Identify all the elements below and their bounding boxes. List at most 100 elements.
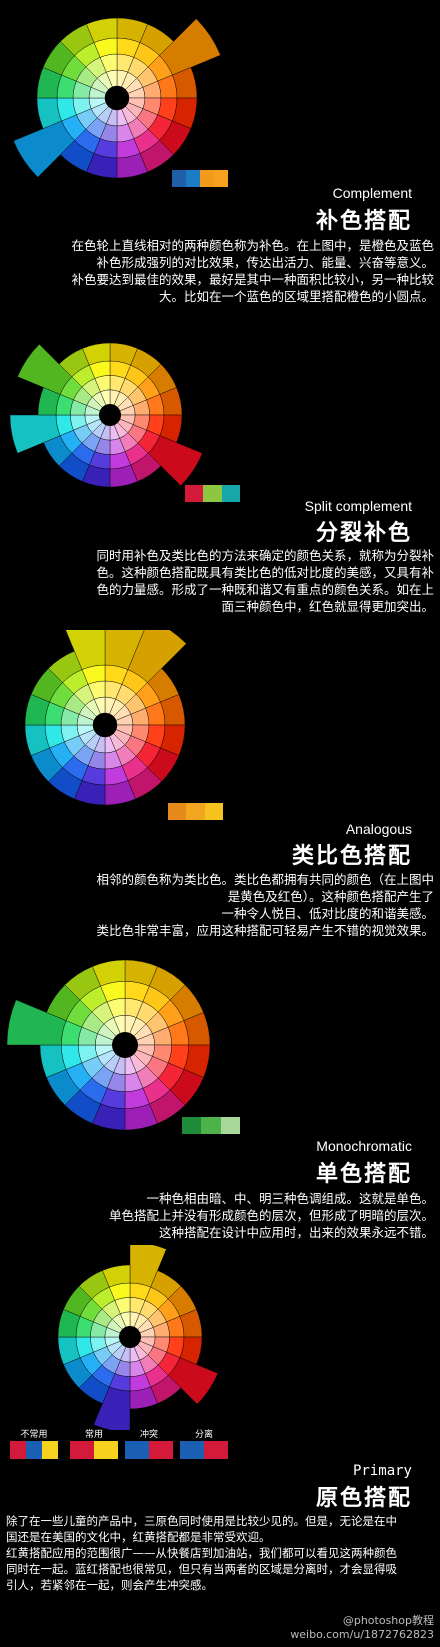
description-line: 相邻的颜色称为类比色。类比色都拥有共同的颜色（在上图中 — [96, 872, 434, 887]
color-wheel-primary — [57, 1245, 219, 1430]
wheel-segment — [13, 120, 75, 178]
description-line: 色的力量感。形成了一种既和谐又有重点的颜色关系。如在上 — [96, 582, 434, 597]
panel-label: Split complement — [304, 498, 412, 514]
legend-title: 不常用 — [20, 1430, 48, 1440]
color-wheel-analogous — [24, 630, 187, 806]
color-wheel-split — [9, 342, 203, 488]
description-line: 这种搭配在设计中应用时，出来的效果永远不错。 — [158, 1225, 434, 1240]
swatches-analogous — [168, 803, 223, 820]
legend-title: 分离 — [194, 1430, 213, 1440]
legend-boxes — [10, 1441, 58, 1459]
color-swatch — [186, 803, 205, 820]
wheel-segment — [159, 18, 221, 76]
panel-description: 同时用补色及类比色的方法来确定的颜色关系，就称为分裂补 色。这种颜色搭配既具有类比… — [6, 547, 434, 615]
swatches-mono — [182, 1117, 240, 1134]
legend-group: 不常用 — [10, 1427, 58, 1467]
wheel-segment — [92, 959, 126, 987]
legend-swatch — [204, 1441, 228, 1459]
wheel-center — [119, 1326, 141, 1348]
legend-swatch — [26, 1441, 42, 1459]
color-swatch — [203, 485, 222, 502]
description-line: 红黄搭配应用的范围很广——从快餐店到加油站，我们都可以看见这两种颜色 — [6, 1546, 397, 1560]
panel-label: Complement — [332, 185, 412, 201]
panel-analogous: Analogous 类比色搭配 相邻的颜色称为类比色。类比色都拥有共同的颜色（在… — [0, 625, 440, 945]
wheel-segment — [6, 999, 67, 1046]
panel-heading: 分裂补色 — [315, 521, 412, 546]
legend-boxes — [70, 1441, 118, 1459]
panel-label: Monochromatic — [316, 1138, 412, 1154]
legend-swatch — [94, 1441, 118, 1459]
panel-description: 在色轮上直线相对的两种颜色称为补色。在上图中，是橙色及蓝色补色形成强列的对比效果… — [6, 237, 434, 305]
watermark-handle: @photoshop教程 — [342, 1614, 434, 1627]
color-swatch — [168, 803, 187, 820]
wheel-segment — [104, 630, 145, 670]
legend-group: 常用 — [70, 1427, 118, 1467]
legend-swatch — [149, 1441, 173, 1459]
swatches-complement — [172, 170, 228, 187]
description-line: 在色轮上直线相对的两种颜色称为补色。在上图中，是橙色及蓝色 — [71, 238, 434, 253]
color-swatch — [186, 170, 200, 187]
legend-group: 分离 — [180, 1427, 228, 1467]
description-line: 除了在一些儿童的产品中，三原色同时使用是比较少见的。但是，无论是在中 — [6, 1514, 397, 1528]
panel-description: 一种色相由暗、中、明三种色调组成。这就是单色。单色搭配上并没有形成颜色的层次，但… — [6, 1190, 434, 1241]
panel-description: 相邻的颜色称为类比色。类比色都拥有共同的颜色（在上图中是黄色及红色）。这种颜色搭… — [6, 871, 434, 939]
description-line: 补色要达到最佳的效果，最好是其中一种面积比较小，另一种比较 — [71, 272, 434, 287]
legend-swatch — [10, 1441, 26, 1459]
color-swatch — [201, 1117, 221, 1134]
description-line: 同时用补色及类比色的方法来确定的颜色关系，就称为分裂补 — [96, 548, 434, 563]
wheel-center — [105, 86, 129, 110]
panel-complement: Complement 补色搭配 在色轮上直线相对的两种颜色称为补色。在上图中，是… — [0, 0, 440, 320]
wheel-segment — [127, 630, 187, 683]
panel-description: 除了在一些儿童的产品中，三原色同时使用是比较少见的。但是，无论是在中 国还是在美国… — [6, 1513, 434, 1593]
description-line: 补色形成强列的对比效果，传达出活力、能量、兴奋等意义。 — [96, 255, 434, 270]
wheel-center — [99, 404, 121, 426]
legend-boxes — [125, 1441, 173, 1459]
description-line: 引人，若紧邻在一起，则会产生冲突感。 — [6, 1578, 213, 1592]
description-line: 是黄色及红色）。这种颜色搭配产生了 — [227, 889, 434, 904]
wheel-center — [93, 713, 117, 737]
color-swatch — [182, 1117, 202, 1134]
description-line: 一种令人悦目、低对比度的和谐美感。 — [221, 906, 434, 921]
wheel-segment — [167, 1357, 219, 1405]
legend-swatch — [180, 1441, 204, 1459]
description-line: 面三种颜色中，红色就显得更加突出。 — [221, 599, 434, 614]
wheel-segment — [93, 1386, 131, 1430]
legend-boxes — [180, 1441, 228, 1459]
legend-title: 常用 — [84, 1430, 103, 1440]
description-line: 单色搭配上并没有形成颜色的层次，但形成了明暗的层次。 — [108, 1208, 434, 1223]
legend-swatch — [125, 1441, 149, 1459]
panel-heading: 单色搭配 — [315, 1162, 412, 1187]
description-line: 同时在一起。蓝红搭配也很常见，但只有当两者的区域是分离时，才会显得吸 — [6, 1562, 397, 1576]
legend-swatch — [42, 1441, 58, 1459]
wheel-segment — [102, 1264, 131, 1288]
wheel-segment — [9, 414, 61, 454]
description-line: 色。这种颜色搭配既具有类比色的低对比度的美感，又具有补 — [96, 565, 434, 580]
color-swatch — [204, 803, 223, 820]
wheel-segment — [129, 1245, 167, 1288]
color-swatch — [220, 1117, 240, 1134]
panel-heading: 类比色搭配 — [291, 844, 412, 869]
panel-label: Analogous — [345, 821, 412, 837]
panel-label: Primary — [352, 1463, 412, 1479]
color-swatch — [172, 170, 186, 187]
description-line: 类比色非常丰富，应用这种搭配可轻易产生不错的视觉效果。 — [96, 923, 434, 938]
color-swatch — [214, 170, 228, 187]
description-line: 一种色相由暗、中、明三种色调组成。这就是单色。 — [146, 1191, 434, 1206]
watermark: @photoshop教程 weibo.com/u/1872762823 — [290, 1612, 434, 1641]
color-wheel-mono — [6, 959, 211, 1131]
panel-monochromatic: Monochromatic 单色搭配 一种色相由暗、中、明三种色调组成。这就是单… — [0, 935, 440, 1255]
description-line: 大。比如在一个蓝色的区域里搭配橙色的小圆点。 — [158, 289, 434, 304]
legend-title: 冲突 — [139, 1430, 158, 1440]
color-swatch — [200, 170, 214, 187]
swatches-split — [185, 485, 240, 502]
wheel-segment — [17, 344, 73, 395]
color-swatch — [221, 485, 240, 502]
color-wheel-complement — [13, 17, 221, 179]
primary-legend: 不常用 常用 冲突 分离 — [10, 1427, 232, 1467]
description-line: 国还是在美国的文化中，红黄搭配都是非常受欢迎。 — [6, 1530, 271, 1544]
watermark-url: weibo.com/u/1872762823 — [290, 1628, 434, 1641]
panel-split-complement: Split complement 分裂补色 同时用补色及类比色的方法来确定的颜色… — [0, 320, 440, 640]
legend-group: 冲突 — [125, 1427, 173, 1467]
legend-swatch — [70, 1441, 94, 1459]
panel-primary: 不常用 常用 冲突 分离 Primary 原色搭配 除了在一些儿童的产品中，三原色同时… — [0, 1245, 440, 1647]
